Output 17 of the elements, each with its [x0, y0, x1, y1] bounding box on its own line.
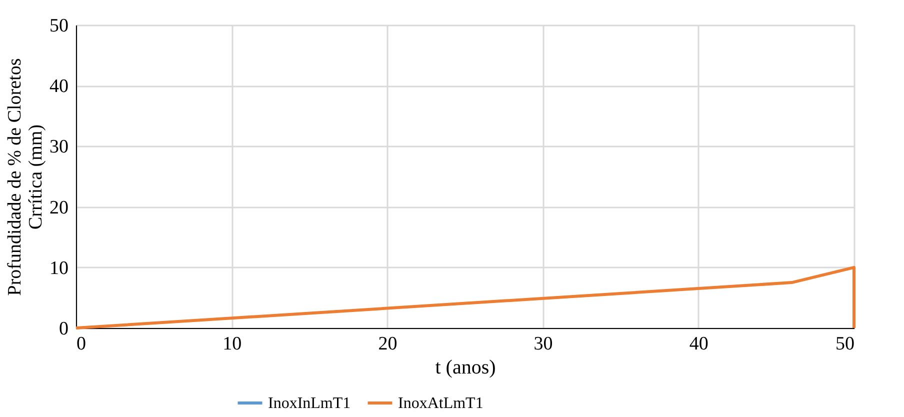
x-tick-label: 20: [378, 334, 398, 354]
y-tick-label: 10: [50, 258, 68, 279]
x-tick-label: 0: [76, 334, 86, 354]
text: Crrítica (mm): [26, 124, 46, 230]
y-tick-label: 0: [59, 318, 68, 340]
legend-label: InoxAtLmT1: [398, 395, 484, 412]
y-tick-label: 30: [50, 136, 68, 158]
x-axis-title: t (anos): [435, 356, 496, 378]
y-tick-label: 20: [50, 197, 68, 218]
x-tick-label: 40: [689, 334, 708, 354]
y-tick-label: 50: [50, 16, 68, 36]
x-tick-label: 50: [836, 334, 854, 354]
x-tick-label: 30: [534, 334, 553, 354]
text: Profundidade de % de Cloretos: [4, 58, 26, 296]
y-tick-label: 40: [50, 76, 68, 98]
x-tick-label: 10: [222, 334, 242, 354]
legend-label: InoxInLmT1: [268, 395, 351, 412]
